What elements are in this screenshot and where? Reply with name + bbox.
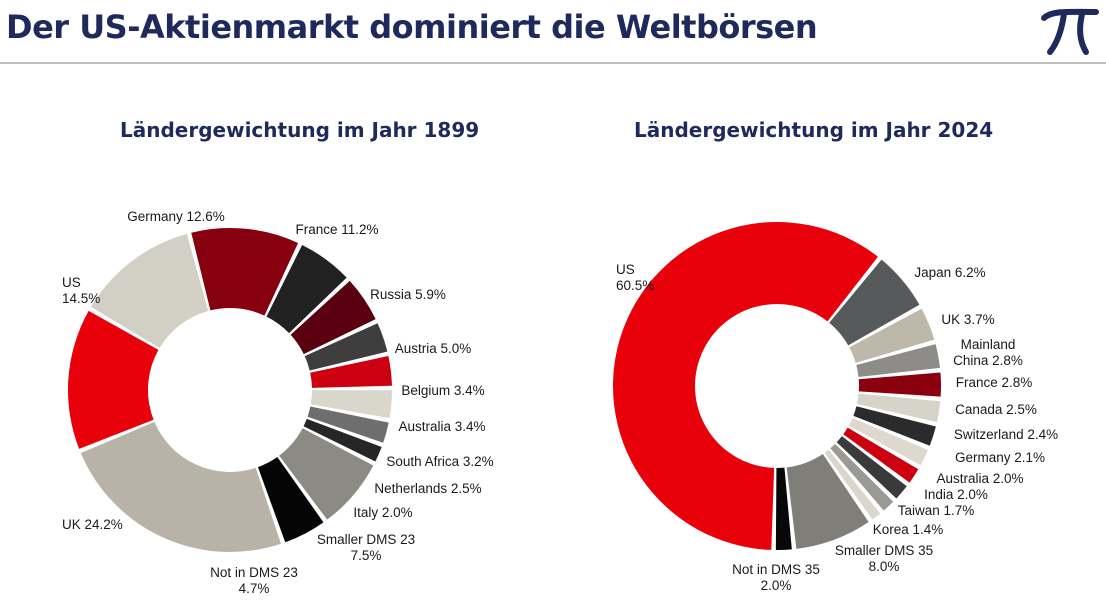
slice-label-2024-india: India 2.0% (924, 487, 988, 502)
donut-slice-2024-smaller-dms35 (786, 454, 869, 549)
slice-label-2024-uk: UK 3.7% (941, 312, 994, 327)
donut-slice-2024-switzerland (853, 406, 936, 446)
donut-slice-2024-india (836, 436, 907, 499)
slice-label-1899-austria: Austria 5.0% (395, 341, 472, 356)
slice-label-2024-us: US 60.5% (616, 262, 654, 293)
donut-slice-2024-korea (824, 449, 881, 520)
slice-label-2024-canada: Canada 2.5% (955, 402, 1037, 417)
slice-label-2024-switzerland: Switzerland 2.4% (954, 427, 1058, 442)
slice-label-1899-italy: Italy 2.0% (353, 505, 412, 520)
slice-label-2024-korea: Korea 1.4% (873, 522, 944, 537)
slice-label-1899-not-in-dms23: Not in DMS 23 4.7% (210, 565, 298, 596)
slice-label-1899-netherlands: Netherlands 2.5% (374, 481, 481, 496)
slice-label-1899-us: US 14.5% (62, 275, 100, 306)
slice-label-1899-russia: Russia 5.9% (370, 287, 446, 302)
slice-label-1899-south-africa: South Africa 3.2% (386, 454, 493, 469)
donut-slice-1899-russia (266, 244, 347, 334)
slice-label-2024-germany: Germany 2.1% (955, 450, 1045, 465)
donut-slice-1899-uk (80, 421, 281, 552)
chart-title-2024: Ländergewichtung im Jahr 2024 (634, 118, 994, 142)
donut-slice-2024-france (858, 372, 941, 397)
slice-label-2024-france: France 2.8% (956, 375, 1033, 390)
slice-label-2024-japan: Japan 6.2% (914, 265, 985, 280)
donut-slice-2024-uk (849, 308, 935, 363)
slice-label-1899-uk: UK 24.2% (62, 517, 123, 532)
slice-label-2024-mainland-china: Mainland China 2.8% (953, 337, 1023, 368)
donut-slice-2024-not-in-dms35 (775, 467, 792, 550)
chart-title-1899: Ländergewichtung im Jahr 1899 (120, 118, 480, 142)
slice-label-1899-belgium: Belgium 3.4% (401, 383, 484, 398)
donut-slice-1899-smaller-dms23 (279, 428, 374, 520)
slice-label-1899-smaller-dms23: Smaller DMS 23 7.5% (317, 532, 415, 563)
slice-label-1899-germany: Germany 12.6% (127, 209, 225, 224)
donut-slice-1899-belgium (304, 323, 388, 371)
slice-label-1899-france: France 11.2% (295, 222, 378, 237)
donut-slice-2024-japan (829, 259, 920, 346)
donut-slice-1899-italy (303, 418, 382, 462)
donut-slice-2024-us (613, 221, 878, 550)
donut-slice-1899-germany (90, 233, 209, 348)
header-divider (0, 62, 1106, 64)
donut-slice-2024-canada (856, 393, 941, 423)
donut-slice-1899-netherlands (307, 406, 389, 443)
donut-slice-2024-germany (848, 417, 929, 466)
donut-slice-1899-france (191, 228, 299, 316)
donut-slice-2024-taiwan (830, 443, 894, 511)
page-title: Der US-Aktienmarkt dominiert die Weltbör… (6, 8, 818, 46)
slice-label-2024-taiwan: Taiwan 1.7% (898, 503, 975, 518)
slice-label-2024-australia: Australia 2.0% (936, 471, 1023, 486)
donut-slice-2024-mainland-china (856, 344, 940, 377)
donut-slice-1899-austria (290, 280, 376, 355)
slice-label-2024-not-in-dms35: Not in DMS 35 2.0% (732, 562, 820, 593)
donut-slice-1899-south-africa (310, 390, 392, 419)
pi-logo-icon (1041, 8, 1099, 55)
slice-label-1899-australia: Australia 3.4% (398, 419, 485, 434)
donut-slice-1899-australia (310, 355, 392, 388)
donut-slice-1899-not-in-dms23 (257, 456, 324, 543)
donut-slice-2024-australia (843, 427, 919, 483)
donut-slice-1899-us (68, 310, 159, 449)
slice-label-2024-smaller-dms35: Smaller DMS 35 8.0% (835, 543, 933, 574)
